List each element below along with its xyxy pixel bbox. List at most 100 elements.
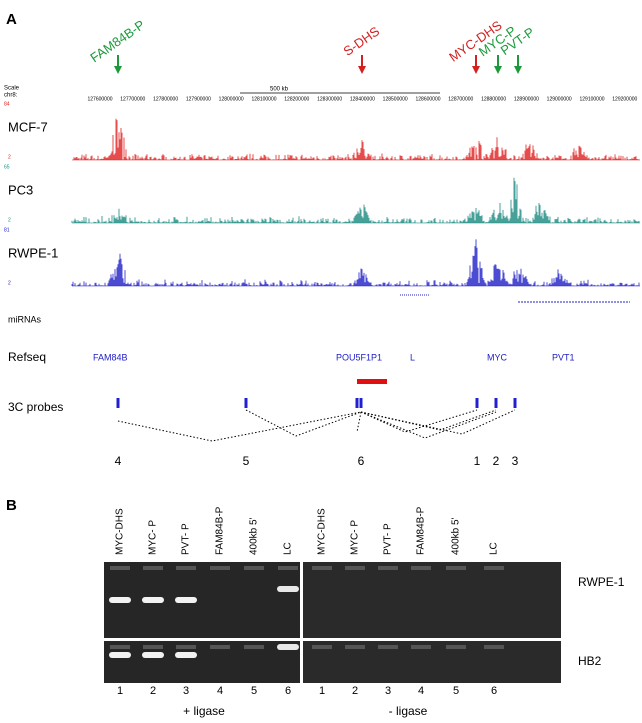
well <box>210 645 230 649</box>
track-min: 2 <box>8 217 11 223</box>
arrow-head <box>514 66 522 74</box>
lane-number: 4 <box>418 685 424 697</box>
lane-label: FAM84B-P <box>416 506 427 555</box>
lane-label: MYC- P <box>350 520 361 555</box>
band <box>277 586 299 592</box>
gene-label: POU5F1P1 <box>336 352 382 362</box>
scale-title: Scale <box>4 86 20 92</box>
band <box>277 644 299 650</box>
gene-label: PVT1 <box>552 352 575 362</box>
track-label: PC3 <box>8 182 33 197</box>
probe-number: 1 <box>474 454 481 468</box>
well <box>210 566 230 570</box>
arrow-head <box>472 66 480 74</box>
probes-label: 3C probes <box>8 400 63 414</box>
coord-label: 128300000 <box>317 96 342 102</box>
lane-number: 3 <box>183 685 189 697</box>
probe <box>513 398 517 408</box>
probe <box>494 398 498 408</box>
lane-number: 3 <box>385 685 391 697</box>
track-min: 2 <box>8 280 11 286</box>
arrow-head <box>494 66 502 74</box>
link <box>360 411 497 439</box>
lane-label: 400kb 5' <box>451 517 462 555</box>
well <box>176 566 196 570</box>
well <box>176 645 196 649</box>
lane-number: 5 <box>453 685 459 697</box>
link <box>360 409 497 431</box>
probe-number: 3 <box>512 454 519 468</box>
panel-label: B <box>6 497 17 514</box>
lane-number: 2 <box>150 685 156 697</box>
probe <box>244 398 248 408</box>
well <box>312 645 332 649</box>
condition-label: - ligase <box>389 704 428 718</box>
coord-label: 129100000 <box>579 96 604 102</box>
row-label: RWPE-1 <box>578 575 625 589</box>
lane-label: 400kb 5' <box>249 517 260 555</box>
arrow-head <box>114 66 122 74</box>
coord-label: 128200000 <box>284 96 309 102</box>
well <box>143 645 163 649</box>
coord-label: 129200000 <box>612 96 637 102</box>
lane-number: 6 <box>491 685 497 697</box>
gel <box>303 641 561 683</box>
band <box>175 597 197 603</box>
lane-number: 4 <box>217 685 223 697</box>
track-label: RWPE-1 <box>8 245 58 260</box>
lane-label: PVT- P <box>383 523 394 555</box>
well <box>244 566 264 570</box>
lane-number: 6 <box>285 685 291 697</box>
well <box>345 566 365 570</box>
well <box>312 566 332 570</box>
coord-label: 128700000 <box>448 96 473 102</box>
lane-number: 1 <box>117 685 123 697</box>
band <box>142 652 164 658</box>
lane-label: LC <box>283 542 294 555</box>
link <box>245 409 362 437</box>
well <box>110 566 130 570</box>
lane-label: LC <box>489 542 500 555</box>
lane-number: 1 <box>319 685 325 697</box>
mirna-label: miRNAs <box>8 314 41 324</box>
well <box>446 645 466 649</box>
gel <box>104 641 300 683</box>
well <box>278 566 298 570</box>
condition-label: + ligase <box>183 704 225 718</box>
lane-label: MYC- P <box>148 520 159 555</box>
band <box>142 597 164 603</box>
well <box>110 645 130 649</box>
track-label: MCF-7 <box>8 119 48 134</box>
gene-label: L <box>410 352 415 362</box>
interaction-lines <box>117 409 516 442</box>
track-max: 81 <box>4 227 10 233</box>
probe-number: 6 <box>358 454 365 468</box>
gene-label: FAM84B <box>93 352 128 362</box>
probe <box>355 398 359 408</box>
coord-label: 128600000 <box>415 96 440 102</box>
lane-label: MYC-DHS <box>115 508 126 555</box>
coord-label: 128900000 <box>514 96 539 102</box>
link <box>360 409 478 433</box>
row-label: HB2 <box>578 654 602 668</box>
lane-label: PVT- P <box>181 523 192 555</box>
refseq-label: Refseq <box>8 350 46 364</box>
panel-label: A <box>6 11 17 28</box>
well <box>411 566 431 570</box>
coord-label: 128800000 <box>481 96 506 102</box>
coord-label: 128000000 <box>219 96 244 102</box>
well <box>143 566 163 570</box>
coord-label: 128400000 <box>350 96 375 102</box>
lane-number: 5 <box>251 685 257 697</box>
gel <box>303 562 561 638</box>
coord-label: 127600000 <box>87 96 112 102</box>
lane-number: 2 <box>352 685 358 697</box>
region-bar <box>357 379 387 384</box>
band <box>109 597 131 603</box>
coord-label: 128100000 <box>251 96 276 102</box>
well <box>484 566 504 570</box>
probe <box>475 398 479 408</box>
lane-label: MYC-DHS <box>317 508 328 555</box>
coord-label: 127900000 <box>186 96 211 102</box>
